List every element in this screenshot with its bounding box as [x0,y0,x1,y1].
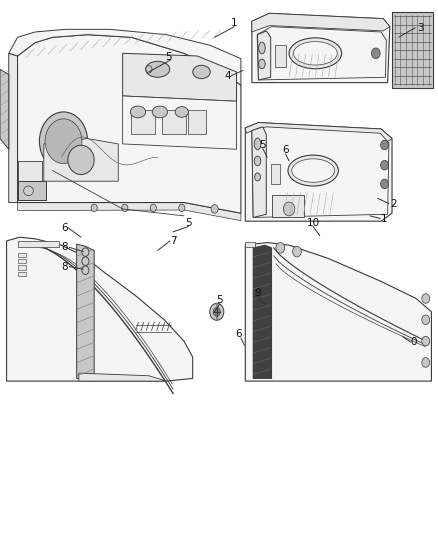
Ellipse shape [68,145,94,175]
Circle shape [82,266,89,274]
Bar [18,181,46,200]
Text: 8: 8 [61,262,68,271]
Circle shape [150,204,156,212]
Polygon shape [77,244,94,381]
Ellipse shape [288,155,338,186]
Text: 5: 5 [259,140,266,150]
Circle shape [276,243,285,253]
Text: 3: 3 [417,23,424,33]
Polygon shape [253,245,272,378]
Ellipse shape [131,106,145,118]
Circle shape [91,204,97,212]
Ellipse shape [152,106,167,118]
Text: 4: 4 [224,71,231,80]
Bar [18,161,42,188]
Text: 5: 5 [165,52,172,62]
Circle shape [381,179,389,189]
Text: 5: 5 [216,295,223,305]
Ellipse shape [254,173,260,181]
Polygon shape [9,53,18,203]
Circle shape [213,308,220,316]
Circle shape [122,204,128,212]
Ellipse shape [258,59,265,69]
Ellipse shape [292,159,335,182]
Polygon shape [123,96,237,149]
Ellipse shape [145,61,170,77]
Circle shape [179,204,185,212]
Polygon shape [0,69,9,149]
Bar [275,45,286,67]
Polygon shape [252,13,390,32]
Text: 8: 8 [61,243,68,252]
Polygon shape [245,123,392,143]
Circle shape [293,246,301,257]
Circle shape [422,294,430,303]
Polygon shape [123,53,237,101]
Polygon shape [18,203,241,221]
Bar [18,259,26,263]
Circle shape [82,248,89,256]
Ellipse shape [175,107,188,117]
Circle shape [283,202,295,216]
Bar [271,164,280,184]
Circle shape [45,119,82,164]
Bar [18,265,26,270]
Text: 6: 6 [61,223,68,232]
Text: 5: 5 [185,218,192,228]
Circle shape [82,257,89,265]
Ellipse shape [289,38,342,69]
Polygon shape [9,29,241,85]
Bar [18,272,26,276]
Polygon shape [252,127,389,217]
Ellipse shape [24,186,33,196]
Polygon shape [392,12,433,88]
Bar [18,253,26,257]
Bar [18,241,59,247]
Text: 0: 0 [411,337,417,347]
Text: 7: 7 [170,236,177,246]
Circle shape [422,336,430,346]
Circle shape [371,48,380,59]
Circle shape [146,66,152,73]
Polygon shape [44,139,118,181]
Polygon shape [258,31,271,80]
Ellipse shape [258,42,265,54]
Polygon shape [18,35,241,213]
Circle shape [422,315,430,325]
Bar [272,195,304,217]
Circle shape [39,112,88,171]
Bar [131,110,155,134]
Ellipse shape [254,156,261,166]
Text: 1: 1 [381,214,388,223]
Text: 9: 9 [254,288,261,298]
Polygon shape [245,123,392,221]
Polygon shape [252,13,390,83]
Text: 1: 1 [231,18,238,28]
Circle shape [210,303,224,320]
Text: 2: 2 [390,199,397,208]
Circle shape [422,358,430,367]
Polygon shape [7,237,193,381]
Text: 10: 10 [307,218,320,228]
Text: 6: 6 [282,146,289,155]
Polygon shape [79,373,166,381]
Polygon shape [245,243,431,381]
Polygon shape [257,27,386,80]
Circle shape [381,140,389,150]
Polygon shape [252,127,266,217]
Text: 6: 6 [235,329,242,339]
Bar [162,110,186,134]
Ellipse shape [254,138,261,150]
Ellipse shape [193,65,210,79]
Bar [188,110,206,134]
Circle shape [211,205,218,213]
Bar [245,242,255,247]
Ellipse shape [293,42,337,65]
Circle shape [381,160,389,170]
